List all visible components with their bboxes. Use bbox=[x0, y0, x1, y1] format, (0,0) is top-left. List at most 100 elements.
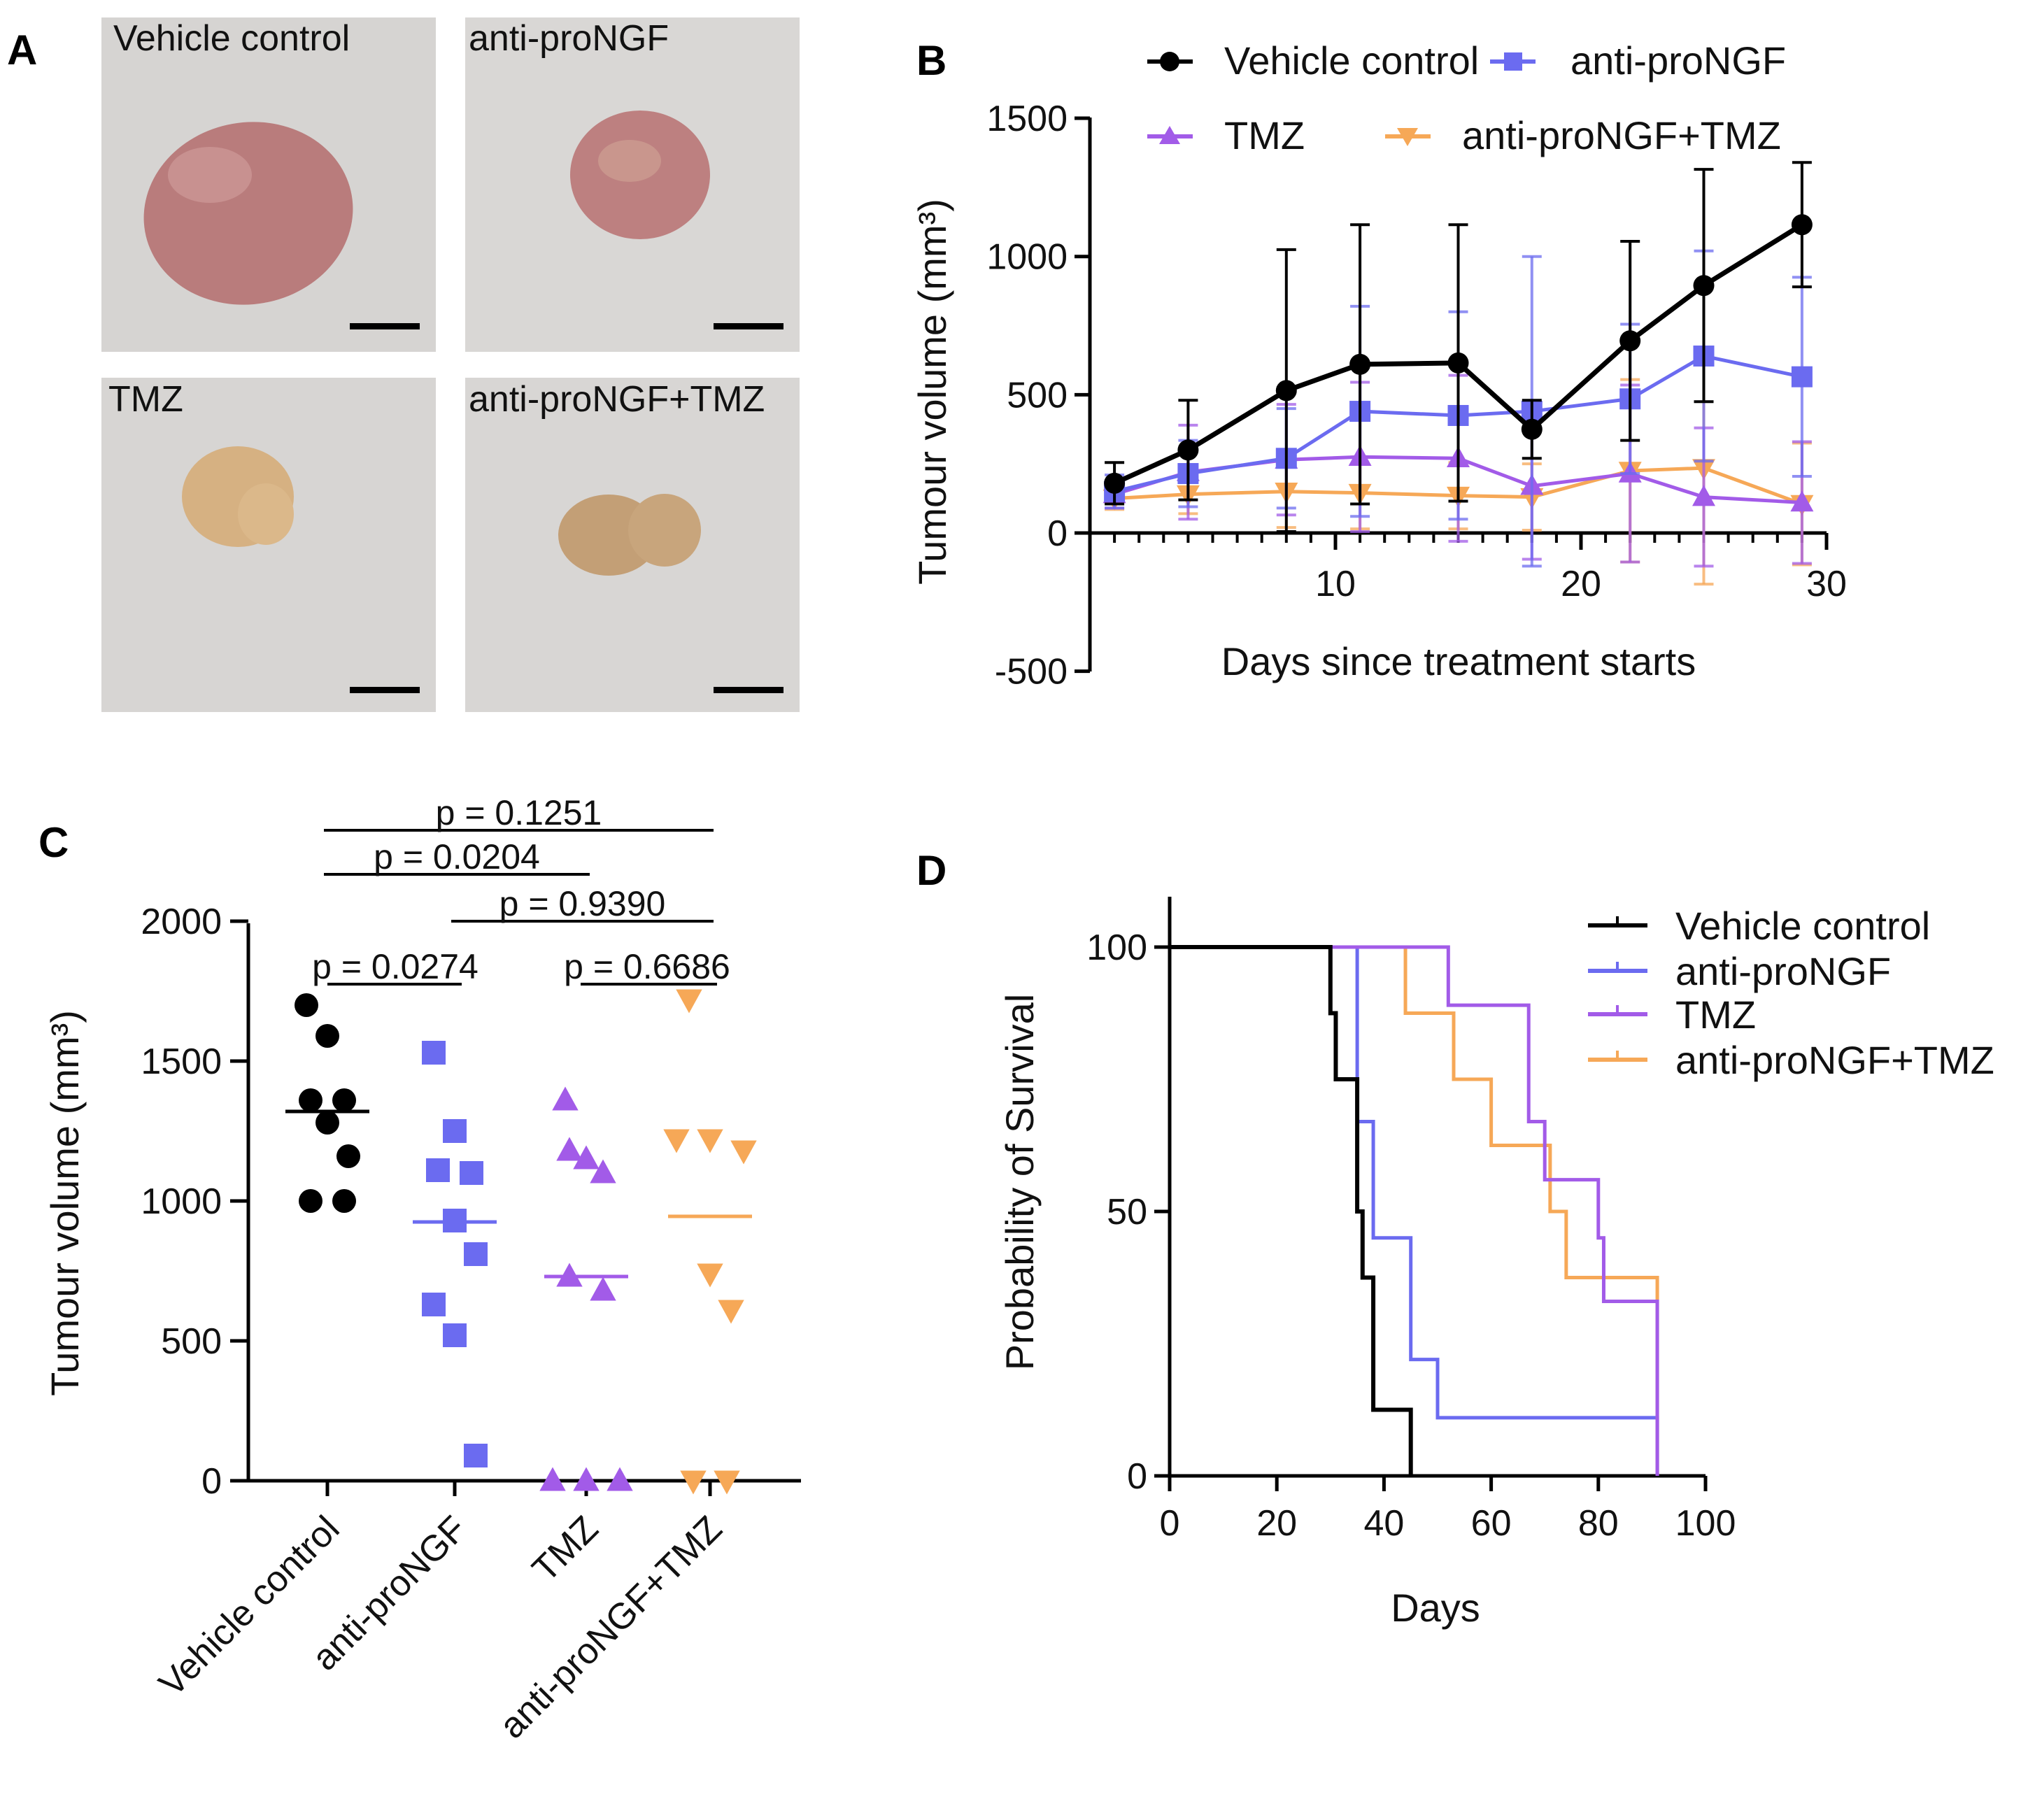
x-tick-label: TMZ bbox=[525, 1508, 607, 1590]
data-point bbox=[422, 1293, 446, 1316]
p-value-label: p = 0.6686 bbox=[564, 947, 730, 986]
legend-label: TMZ bbox=[1675, 993, 1756, 1037]
data-point bbox=[607, 1467, 633, 1491]
data-point bbox=[590, 1277, 616, 1301]
data-point bbox=[680, 1470, 707, 1495]
y-tick-label: 0 bbox=[201, 1461, 222, 1502]
x-tick-label: 10 bbox=[1315, 564, 1356, 604]
panel-d-survival: 0 50 100 0 20 40 60 80 100 Days Probability of S… bbox=[998, 897, 1994, 1630]
series-square bbox=[413, 1041, 497, 1467]
legend-label: anti-proNGF bbox=[1570, 38, 1786, 83]
data-point bbox=[1104, 472, 1126, 494]
legend-item-tmz: TMZ bbox=[1147, 113, 1305, 157]
data-point bbox=[315, 1111, 339, 1135]
data-point bbox=[1521, 418, 1543, 440]
data-point bbox=[422, 1041, 446, 1065]
data-point bbox=[697, 1129, 723, 1153]
panel-letter-c: C bbox=[38, 819, 69, 866]
comparison-bar: p = 0.6686 bbox=[564, 947, 730, 986]
data-point bbox=[1447, 352, 1469, 374]
scale-bar bbox=[714, 687, 783, 693]
data-point bbox=[676, 989, 702, 1014]
x-tick-label: 60 bbox=[1471, 1503, 1512, 1544]
photo-anti-prongf-tmz: anti-proNGF+TMZ bbox=[465, 378, 800, 712]
x-tick-label: Vehicle control bbox=[151, 1508, 347, 1704]
survival-curve bbox=[1170, 945, 1413, 1476]
x-tick-label: 20 bbox=[1256, 1503, 1297, 1544]
legend-label: anti-proNGF+TMZ bbox=[1675, 1038, 1994, 1082]
series-circle bbox=[1104, 161, 1813, 534]
x-tick-label: 0 bbox=[1160, 1503, 1180, 1544]
data-point bbox=[539, 1467, 566, 1491]
comparison-bar: p = 0.0274 bbox=[312, 947, 478, 986]
data-point bbox=[1693, 275, 1715, 297]
data-point bbox=[1692, 485, 1715, 506]
data-point bbox=[299, 1088, 322, 1112]
panel-letter-b: B bbox=[916, 37, 946, 84]
data-point bbox=[1177, 439, 1199, 461]
y-tick-label: 0 bbox=[1127, 1456, 1147, 1497]
y-axis-label: Tumour volume (mm³) bbox=[910, 199, 954, 585]
legend-label: anti-proNGF+TMZ bbox=[1462, 113, 1781, 157]
data-point bbox=[426, 1158, 450, 1182]
y-tick-label: 100 bbox=[1086, 927, 1147, 968]
x-axis-label: Days since treatment starts bbox=[1221, 639, 1696, 683]
survival-curve bbox=[1170, 945, 1659, 1476]
legend-label: Vehicle control bbox=[1224, 38, 1479, 83]
data-point bbox=[299, 1189, 322, 1213]
scale-bar bbox=[350, 323, 420, 329]
legend-item-combo: anti-proNGF+TMZ bbox=[1385, 113, 1781, 157]
data-point bbox=[464, 1242, 488, 1266]
legend-item-vehicle: Vehicle control bbox=[1147, 38, 1479, 83]
data-point bbox=[714, 1470, 740, 1495]
scale-bar bbox=[350, 687, 420, 693]
legend-label: Vehicle control bbox=[1675, 904, 1930, 948]
data-point bbox=[573, 1145, 600, 1170]
comparison-bar: p = 0.9390 bbox=[451, 884, 714, 923]
y-tick-label: 1000 bbox=[141, 1181, 222, 1222]
x-tick-label: 40 bbox=[1363, 1503, 1404, 1544]
scale-bar bbox=[714, 323, 783, 329]
x-tick-label: anti-proNGF+TMZ bbox=[492, 1508, 730, 1746]
data-point bbox=[663, 1129, 690, 1153]
y-tick-label: 500 bbox=[1007, 375, 1068, 415]
data-point bbox=[697, 1263, 723, 1288]
x-tick-label: 100 bbox=[1675, 1503, 1736, 1544]
y-axis-label: Probability of Survival bbox=[998, 994, 1042, 1370]
photo-vehicle-control: Vehicle control bbox=[101, 17, 436, 352]
panel-letter-a: A bbox=[7, 27, 37, 73]
photo-tmz: TMZ bbox=[101, 378, 436, 712]
legend-label: TMZ bbox=[1224, 113, 1305, 157]
comparison-bar: p = 0.1251 bbox=[324, 793, 714, 832]
photo-label: TMZ bbox=[108, 379, 183, 420]
legend-item-antiprongf: anti-proNGF bbox=[1588, 949, 1891, 993]
y-tick-label: 1500 bbox=[986, 99, 1068, 139]
data-point bbox=[730, 1140, 757, 1165]
legend-item-antiprongf: anti-proNGF bbox=[1490, 38, 1786, 83]
data-point bbox=[460, 1161, 483, 1185]
photo-label: Vehicle control bbox=[113, 18, 350, 59]
y-tick-label: -500 bbox=[995, 652, 1068, 692]
data-point bbox=[295, 993, 318, 1017]
x-tick-label: 30 bbox=[1806, 564, 1847, 604]
data-point bbox=[315, 1024, 339, 1048]
p-value-label: p = 0.0274 bbox=[312, 947, 478, 986]
p-value-label: p = 0.0204 bbox=[374, 837, 540, 876]
panel-letter-d: D bbox=[916, 847, 946, 894]
series-circle bbox=[285, 993, 369, 1213]
data-point bbox=[1619, 330, 1641, 352]
comparison-bar: p = 0.0204 bbox=[324, 837, 590, 876]
legend-item-combo: anti-proNGF+TMZ bbox=[1588, 1038, 1994, 1082]
data-point bbox=[332, 1088, 356, 1112]
y-tick-label: 1000 bbox=[986, 237, 1068, 278]
y-tick-label: 500 bbox=[161, 1321, 222, 1362]
photo-anti-prongf: anti-proNGF bbox=[465, 17, 800, 352]
p-value-label: p = 0.9390 bbox=[499, 884, 666, 923]
x-tick-label: 80 bbox=[1578, 1503, 1619, 1544]
data-point bbox=[718, 1300, 744, 1324]
y-tick-label: 2000 bbox=[141, 902, 222, 942]
series-triangle-down bbox=[663, 989, 757, 1495]
data-point bbox=[556, 1263, 583, 1287]
data-point bbox=[332, 1189, 356, 1213]
data-point bbox=[552, 1086, 579, 1111]
